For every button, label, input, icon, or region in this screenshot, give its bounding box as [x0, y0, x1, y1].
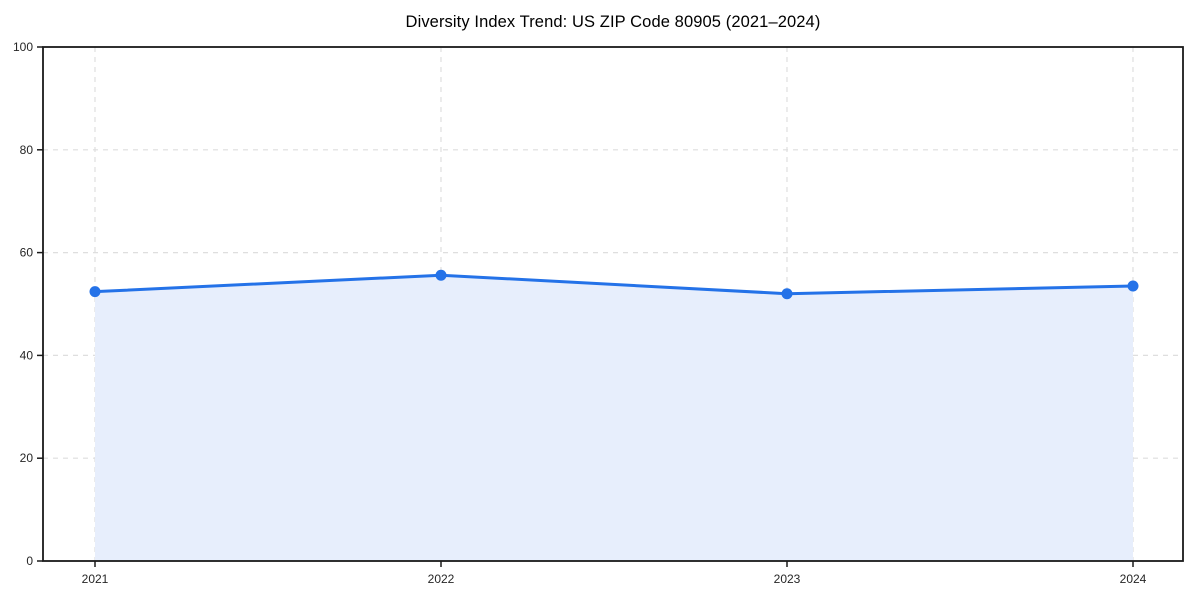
area-fill [95, 275, 1133, 561]
chart-title: Diversity Index Trend: US ZIP Code 80905… [405, 13, 821, 31]
y-tick-label: 0 [26, 554, 33, 568]
data-point [1127, 280, 1139, 292]
x-tick-label: 2021 [82, 572, 109, 586]
y-tick-label: 20 [20, 451, 34, 465]
x-tick-label: 2023 [774, 572, 801, 586]
x-tick-label: 2024 [1120, 572, 1147, 586]
data-point [89, 286, 101, 298]
data-point [781, 288, 793, 300]
plot-frame [42, 46, 1184, 562]
y-tick-label: 100 [13, 40, 33, 54]
data-point [435, 269, 447, 281]
y-tick-label: 40 [20, 348, 34, 362]
trend-line [93, 273, 1135, 296]
x-tick-label: 2022 [428, 572, 455, 586]
y-tick-label: 80 [20, 143, 34, 157]
y-tick-label: 60 [20, 246, 34, 260]
